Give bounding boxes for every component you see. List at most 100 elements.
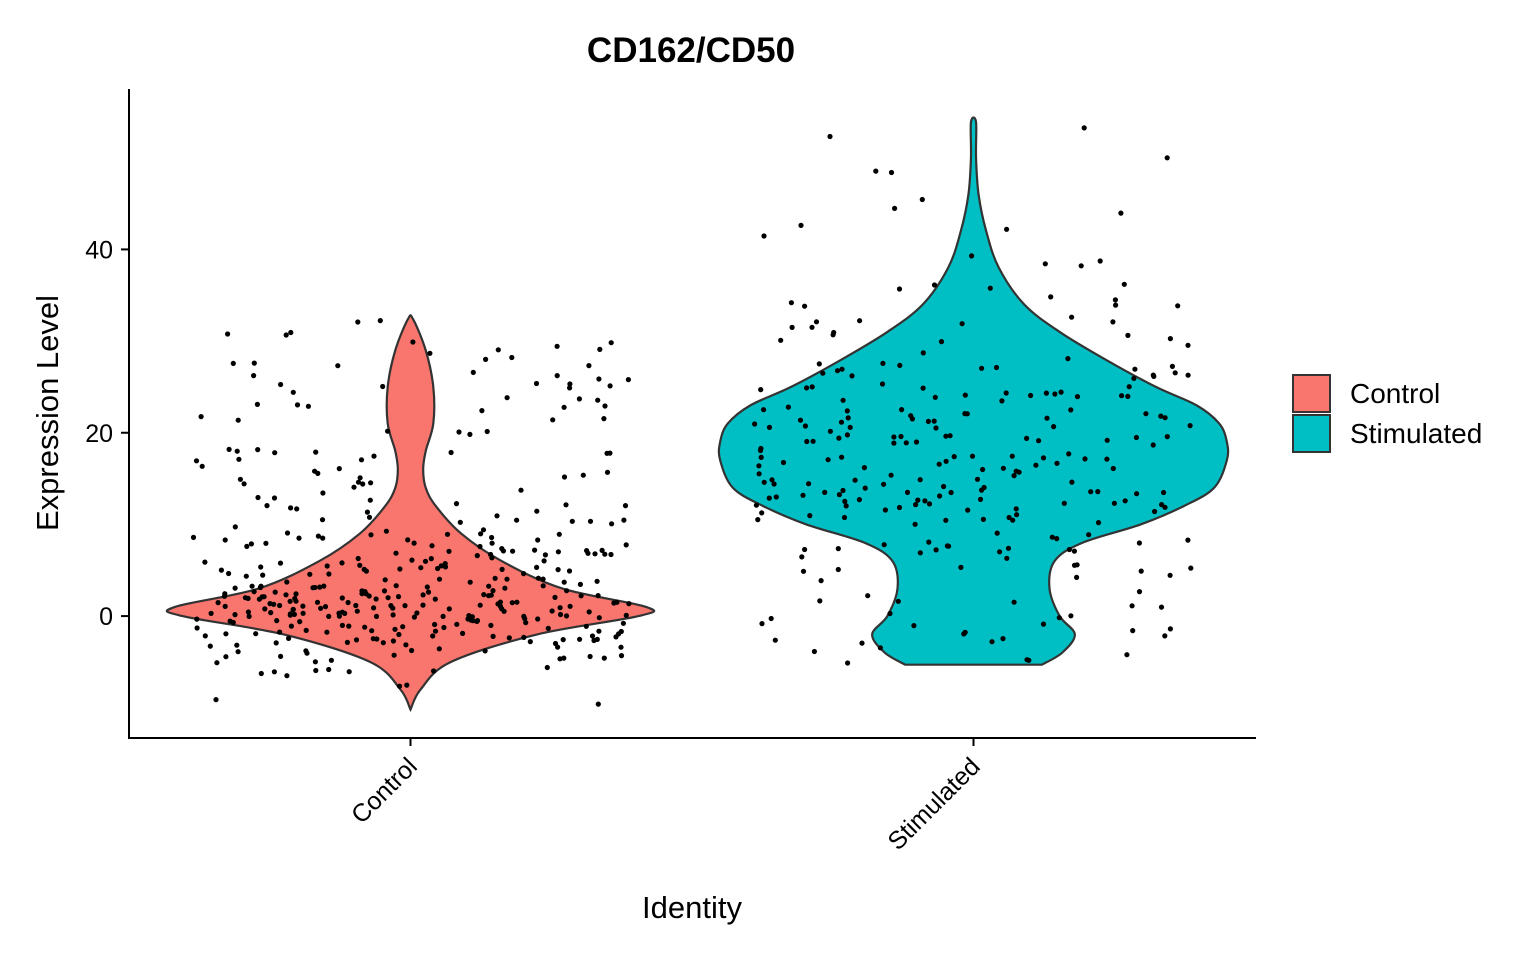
data-point [759,621,765,627]
data-point [255,494,261,501]
data-point [849,373,855,379]
data-point [351,484,357,490]
data-point [561,404,567,410]
violins-layer [165,116,1230,713]
data-point [589,633,596,639]
data-point [234,448,240,454]
data-point [913,502,919,508]
data-point [625,377,632,383]
data-point [303,627,309,634]
data-point [608,551,614,558]
data-point [404,682,410,688]
data-point [773,494,779,500]
y-ticks: 0 20 40 [85,236,129,631]
data-point [488,551,494,558]
data-point [567,381,573,387]
data-point [1069,314,1075,320]
data-point [380,640,386,646]
data-point [1004,555,1010,561]
data-point [409,647,415,654]
data-point [809,324,815,330]
data-point [441,624,447,631]
data-point [912,521,918,527]
data-point [230,360,236,366]
data-point [839,454,845,460]
data-point [319,517,326,523]
data-point [827,133,833,140]
data-point [1131,375,1137,381]
data-point [427,350,433,356]
data-point [604,469,611,475]
data-point [800,492,806,498]
data-point [1167,336,1173,342]
data-point [396,631,402,638]
data-point [753,502,760,508]
data-point [561,579,567,585]
data-point [1125,332,1131,338]
data-point [825,457,831,463]
data-point [887,610,893,617]
data-point [214,660,220,666]
data-point [933,547,939,553]
data-point [852,477,858,483]
data-point [561,474,568,480]
data-point [758,454,764,460]
data-point [339,609,345,615]
data-point [841,514,848,521]
data-point [506,635,512,641]
data-point [345,599,351,606]
data-point [310,585,316,591]
data-point [391,652,397,658]
data-point [1028,392,1034,399]
data-point [287,611,293,617]
data-point [595,397,601,403]
data-point [253,631,259,637]
data-point [358,457,365,463]
data-point [1158,413,1164,419]
data-point [194,616,200,622]
data-point [429,543,435,549]
data-point [999,398,1005,404]
data-point [277,629,283,635]
data-point [879,381,886,387]
data-point [1164,434,1170,440]
data-point [215,600,221,606]
data-point [482,648,488,654]
data-point [586,609,592,615]
data-point [367,497,373,503]
data-point [620,620,627,626]
data-point [969,453,976,459]
data-point [1044,415,1050,421]
data-point [288,505,294,511]
data-point [1082,456,1088,462]
data-point [315,533,321,539]
data-point [1185,537,1191,543]
data-point [291,611,297,618]
data-point [474,618,481,624]
data-point [557,611,564,618]
data-point [403,642,409,648]
data-point [190,534,197,541]
data-point [1159,502,1165,508]
data-point [382,577,388,583]
data-point [410,339,416,345]
data-point [836,435,842,441]
data-point [355,319,361,325]
data-point [1185,372,1191,378]
data-point [1005,545,1012,551]
data-point [370,636,376,642]
data-point [595,593,601,599]
data-point [609,521,615,527]
data-point [1036,438,1042,444]
data-point [979,365,985,371]
data-point [1074,574,1080,581]
data-point [591,637,597,644]
data-point [847,424,853,430]
data-point [785,404,792,410]
data-point [601,655,607,661]
data-point [835,546,841,552]
data-point [373,596,379,602]
data-point [245,609,251,615]
data-point [296,535,302,541]
data-point [1162,415,1168,421]
